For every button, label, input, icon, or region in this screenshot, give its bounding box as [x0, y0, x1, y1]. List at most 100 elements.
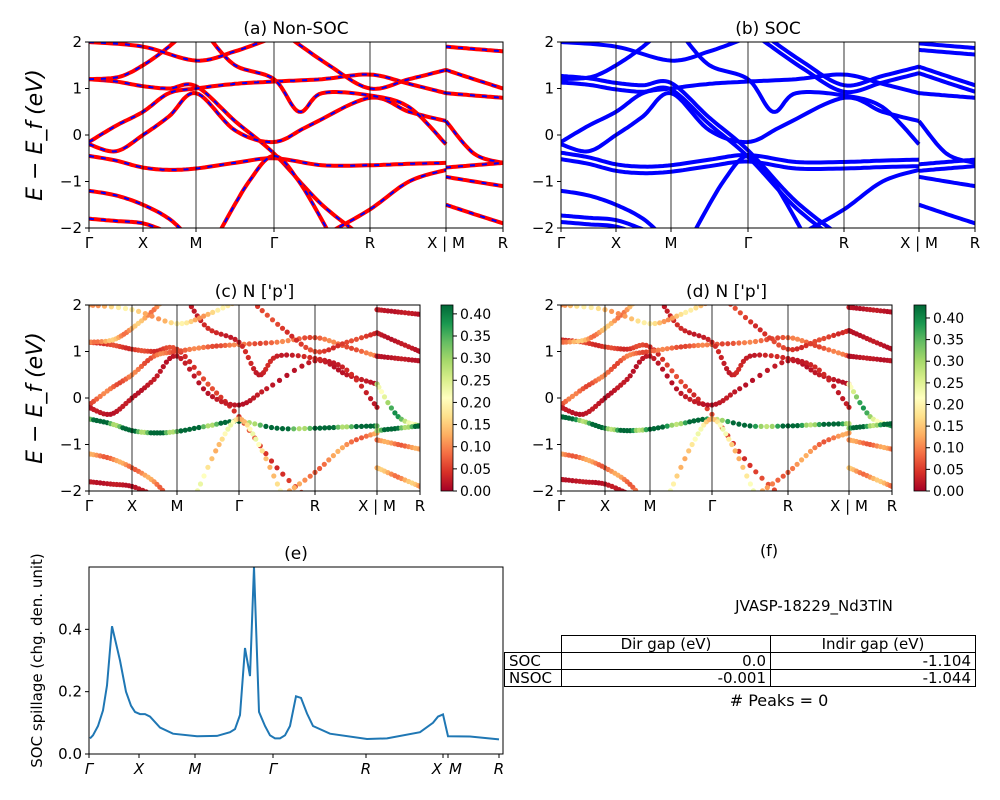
projection-point — [764, 367, 771, 373]
band-line-dashed — [89, 73, 447, 143]
x-tick-label: M — [665, 234, 678, 252]
y-tick-label: −1 — [60, 173, 82, 191]
projection-point — [306, 360, 312, 366]
projection-point — [664, 423, 670, 429]
projection-point — [695, 396, 701, 402]
projection-point — [691, 399, 698, 405]
projection-point — [209, 394, 216, 400]
band-line-dashed — [89, 217, 161, 228]
projection-point — [674, 473, 680, 479]
projection-point — [157, 305, 163, 307]
projection-point — [223, 400, 229, 406]
projection-point — [101, 391, 107, 397]
projection-point — [696, 333, 702, 339]
projection-point — [250, 431, 256, 437]
x-tick-label: Γ — [744, 234, 753, 252]
projection-point — [259, 308, 265, 314]
projection-point — [772, 363, 778, 369]
spillage-line — [89, 567, 500, 741]
projection-point — [691, 392, 697, 398]
projection-point — [655, 351, 661, 357]
projection-point — [381, 394, 388, 400]
projection-point — [774, 353, 780, 360]
projection-point — [804, 364, 810, 370]
projection-point — [741, 456, 748, 462]
projection-point — [635, 318, 641, 324]
panel-title: (c) N ['p'] — [215, 282, 295, 302]
projection-point — [191, 373, 197, 379]
projection-point — [157, 368, 163, 374]
projection-point — [160, 487, 166, 491]
projection-point — [775, 335, 781, 341]
projection-point — [295, 353, 301, 359]
projection-point — [298, 341, 304, 347]
projection-point — [816, 372, 822, 378]
x-tick-label: Γ — [85, 234, 94, 252]
projection-point — [747, 353, 753, 359]
projection-point — [257, 340, 263, 346]
projection-point — [673, 373, 680, 380]
projection-point — [651, 426, 657, 432]
projection-point — [638, 292, 643, 297]
projection-point — [214, 343, 220, 349]
y-tick-label: 1 — [72, 343, 82, 361]
x-tick-label: X — [127, 497, 137, 515]
x-tick-label: Γ — [85, 497, 94, 515]
projection-point — [799, 422, 805, 428]
projection-point — [222, 431, 228, 437]
projection-point — [673, 421, 680, 427]
plot-area — [89, 42, 503, 228]
projection-point — [655, 425, 661, 431]
projection-point — [777, 493, 782, 498]
projection-point — [417, 483, 420, 489]
projection-point — [417, 358, 420, 364]
projection-point — [358, 383, 365, 389]
projection-point — [732, 305, 738, 311]
projection-point — [720, 426, 726, 432]
projection-point — [768, 353, 774, 359]
projection-point — [808, 422, 814, 428]
projection-point — [358, 348, 365, 354]
projection-point — [335, 343, 341, 349]
projection-point — [302, 477, 308, 483]
projection-point — [821, 439, 827, 445]
x-tick-label: X | M — [830, 497, 868, 515]
material-label: JVASP-18229_Nd3TlN — [735, 597, 893, 615]
projection-point — [741, 422, 748, 428]
projection-point — [712, 343, 719, 349]
projection-point — [170, 429, 176, 435]
projection-point — [794, 423, 801, 429]
projection-point — [835, 433, 842, 439]
projection-point — [201, 313, 207, 319]
y-axis-label: SOC spillage (chg. den. unit) — [28, 553, 46, 768]
band-line-dashed — [445, 45, 503, 53]
x-tick-label: R — [310, 497, 320, 515]
projection-point — [643, 349, 649, 355]
colorbar-tick-label: 0.25 — [460, 373, 491, 389]
projection-point — [368, 396, 374, 402]
projection-point — [567, 339, 573, 345]
projection-point — [227, 401, 233, 407]
projection-point — [168, 320, 174, 326]
colorbar — [913, 304, 927, 492]
projection-point — [376, 384, 382, 390]
projection-point — [687, 419, 693, 425]
cell-soc-indir: -1.104 — [770, 652, 976, 670]
projection-point — [344, 424, 350, 430]
cell-nsoc-dir: -0.001 — [561, 669, 771, 687]
projection-point — [259, 448, 265, 454]
projection-point — [698, 305, 704, 309]
projection-point — [737, 310, 743, 316]
projection-point — [271, 473, 277, 479]
projection-point — [803, 453, 809, 459]
projection-point — [251, 395, 257, 401]
projection-point — [794, 346, 800, 352]
projection-point — [231, 342, 237, 348]
projection-point — [642, 289, 647, 294]
projection-point — [284, 352, 290, 358]
projection-point — [738, 362, 744, 368]
projection-point — [669, 422, 675, 428]
projection-point — [691, 418, 697, 424]
projection-point — [293, 337, 300, 343]
